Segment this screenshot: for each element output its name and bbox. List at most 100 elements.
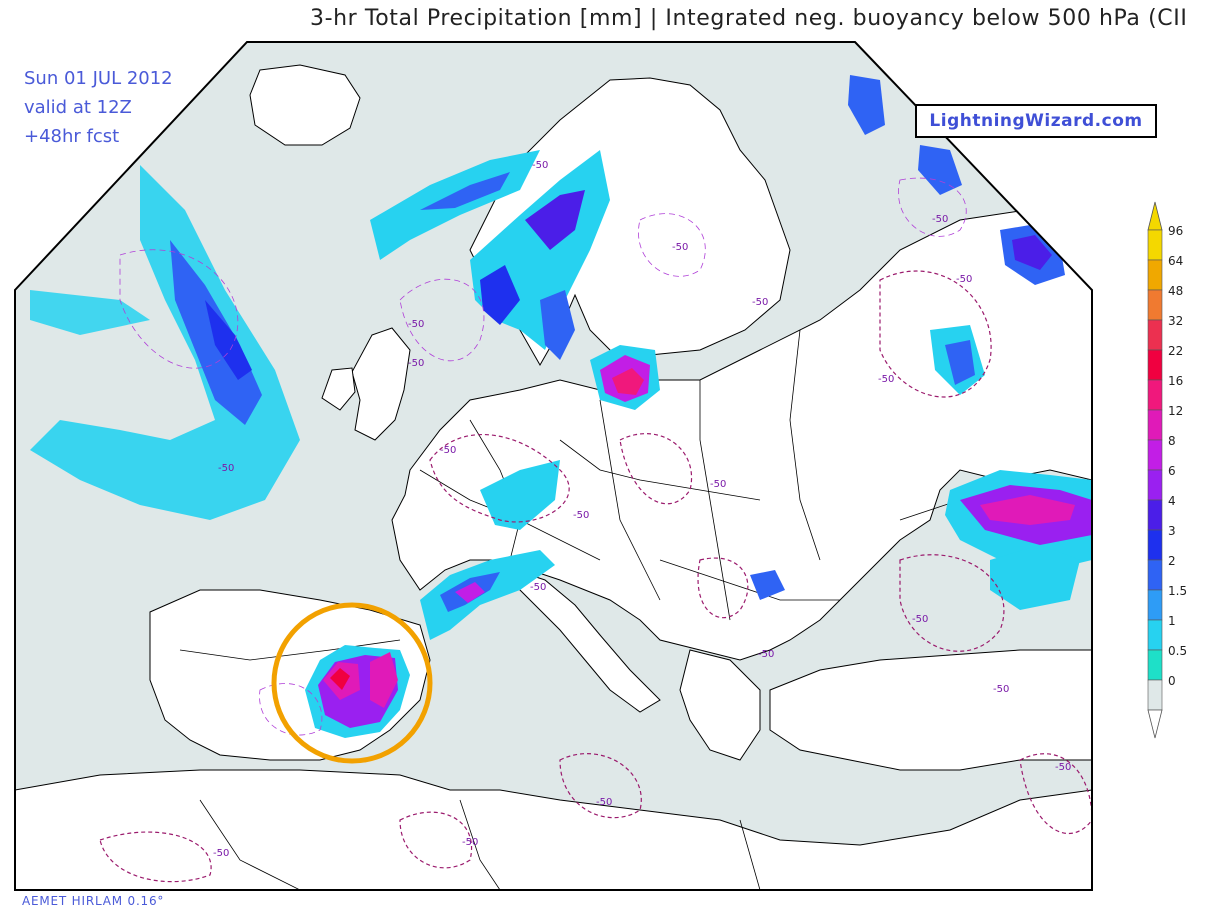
contour-label: -50 xyxy=(758,649,774,660)
contour-label: -50 xyxy=(530,582,546,593)
contour xyxy=(898,177,967,237)
legend-tick-label: 1 xyxy=(1168,614,1176,628)
buoyancy-contours-light xyxy=(119,177,967,736)
precipitation-field xyxy=(30,75,1092,738)
contour-label: -50 xyxy=(956,274,972,285)
contour-label: -50 xyxy=(596,797,612,808)
legend-tick-label: 4 xyxy=(1168,494,1176,508)
contour-label: -50 xyxy=(710,479,726,490)
legend-swatch xyxy=(1147,319,1163,351)
legend-tick-label: 8 xyxy=(1168,434,1176,448)
precip-band-atlantic xyxy=(30,165,300,520)
map-frame xyxy=(14,41,1093,891)
contour-label: -50 xyxy=(440,445,456,456)
contour xyxy=(879,270,992,398)
contour-label: -50 xyxy=(752,297,768,308)
contour-label: -50 xyxy=(573,510,589,521)
legend-tick-label: 22 xyxy=(1168,344,1184,358)
forecast-valid-time: valid at 12Z xyxy=(24,97,132,118)
anatolia xyxy=(769,649,1092,771)
contour xyxy=(259,683,323,736)
contour-label: -50 xyxy=(462,837,478,848)
precip-core-norway xyxy=(525,190,585,250)
precip-band-caucasus xyxy=(990,545,1080,610)
legend-tick-label: 32 xyxy=(1168,314,1184,328)
legend-tick-label: 3 xyxy=(1168,524,1176,538)
border-line xyxy=(179,639,401,661)
legend-colorbar xyxy=(1147,201,1163,739)
legend-tick-label: 0.5 xyxy=(1168,644,1188,658)
precip-max-black-sea xyxy=(980,495,1075,525)
contour-label: -50 xyxy=(912,614,928,625)
north-africa xyxy=(15,769,1092,890)
precip-max-atlantic xyxy=(205,300,252,380)
legend-swatch xyxy=(1147,529,1163,561)
border-line xyxy=(599,399,661,601)
border-line xyxy=(659,559,840,601)
precip-cell-baltic-max xyxy=(612,368,644,395)
border-line xyxy=(699,380,731,621)
precip-cell-spain-max xyxy=(330,668,350,690)
legend-swatch xyxy=(1147,229,1163,261)
chart-title: 3-hr Total Precipitation [mm] | Integrat… xyxy=(310,6,1188,31)
precip-core-russia-east xyxy=(1012,235,1052,270)
border-line xyxy=(459,799,501,890)
contour-label: -50 xyxy=(878,374,894,385)
legend-swatch xyxy=(1147,559,1163,591)
contour xyxy=(638,213,706,277)
contour xyxy=(1019,753,1092,835)
contour-label: -50 xyxy=(408,358,424,369)
contour-label: -50 xyxy=(532,160,548,171)
legend-tick-label: 16 xyxy=(1168,374,1184,388)
precip-core-russia-west xyxy=(945,340,975,385)
precip-core-west-norway xyxy=(480,265,520,325)
contour xyxy=(559,753,642,819)
legend-swatch xyxy=(1147,619,1163,651)
legend-swatch xyxy=(1147,259,1163,291)
legend-swatch xyxy=(1147,649,1163,681)
legend-swatch xyxy=(1147,469,1163,501)
lightningwizard-logo: LightningWizard.com xyxy=(915,104,1157,138)
legend-arrow-top xyxy=(1147,201,1163,231)
contour-label: -50 xyxy=(218,463,234,474)
border-line xyxy=(559,439,761,501)
border-line xyxy=(199,799,301,890)
precip-band-west xyxy=(30,290,150,335)
contour xyxy=(429,434,570,523)
precip-band-france xyxy=(480,460,560,530)
forecast-info: Sun 01 JUL 2012 valid at 12Z +48hr fcst xyxy=(24,64,173,151)
contour xyxy=(399,278,485,362)
precip-max-alps xyxy=(455,582,485,603)
great-britain xyxy=(351,327,411,441)
legend-tick-label: 12 xyxy=(1168,404,1184,418)
contour-label: -50 xyxy=(993,684,1009,695)
contour-label: -50 xyxy=(408,319,424,330)
precip-band-alps xyxy=(420,550,555,640)
legend-tick-label: 6 xyxy=(1168,464,1176,478)
contour-label: -50 xyxy=(1055,762,1071,773)
legend-swatch xyxy=(1147,589,1163,621)
precip-cell-spain-east xyxy=(370,652,398,708)
italy xyxy=(514,569,661,713)
legend-swatch xyxy=(1147,439,1163,471)
legend-swatch xyxy=(1147,349,1163,381)
contour xyxy=(399,811,473,869)
map-area: -50 -50 -50 -50 -50 -50 -50 -50 -50 -50 … xyxy=(15,42,1092,890)
model-label: AEMET HIRLAM 0.16° xyxy=(22,894,165,908)
contour-label: -50 xyxy=(213,848,229,859)
legend-tick-label: 1.5 xyxy=(1168,584,1188,598)
legend-swatch xyxy=(1147,499,1163,531)
forecast-lead-time: +48hr fcst xyxy=(24,126,120,147)
legend-swatch xyxy=(1147,409,1163,441)
contour-label: -50 xyxy=(672,242,688,253)
precip-core-norwegian-sea xyxy=(420,172,510,210)
precip-cell-barents xyxy=(848,75,885,135)
legend-tick-label: 48 xyxy=(1168,284,1184,298)
contour xyxy=(697,557,749,619)
legend-tick-label: 64 xyxy=(1168,254,1184,268)
buoyancy-contours xyxy=(99,270,1092,883)
legend-tick-label: 0 xyxy=(1168,674,1176,688)
legend-swatch xyxy=(1147,289,1163,321)
border-line xyxy=(739,819,761,890)
